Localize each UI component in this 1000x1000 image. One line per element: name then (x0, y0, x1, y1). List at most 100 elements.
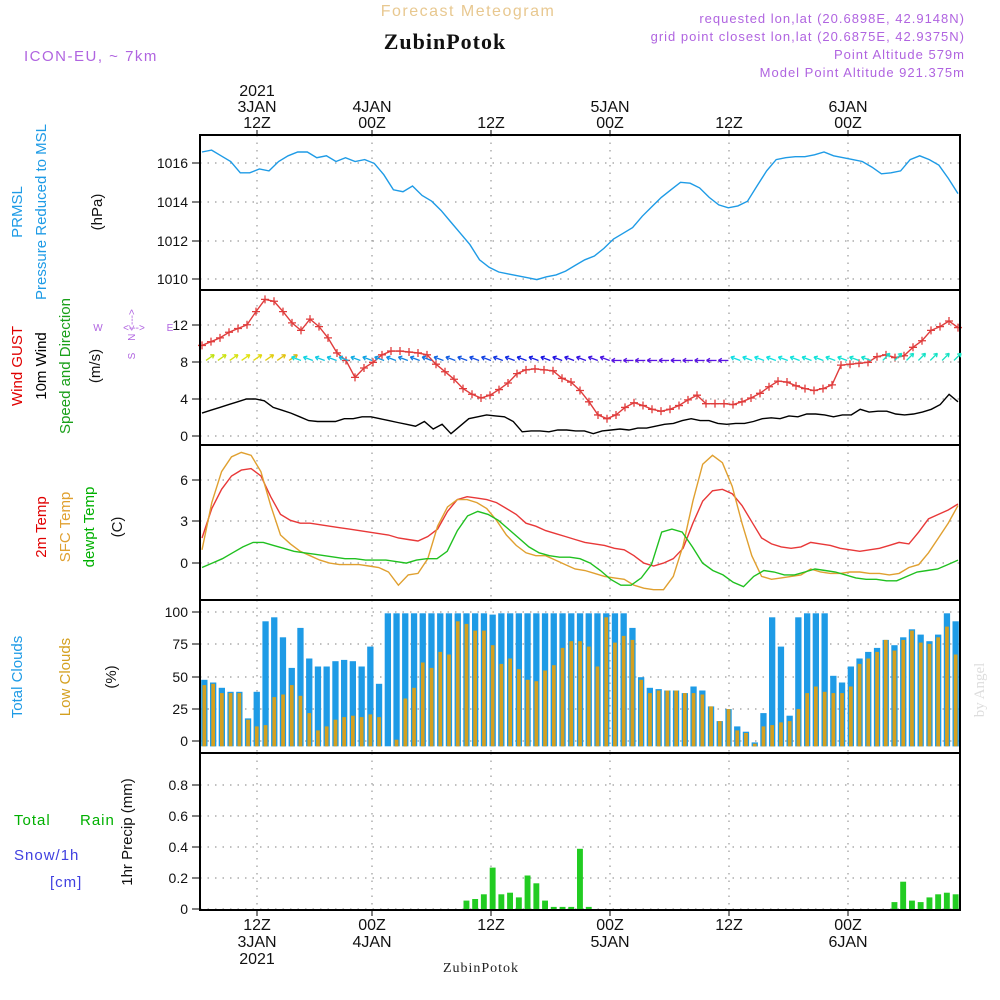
bar-low-clouds (709, 706, 713, 747)
bar-total-clouds (367, 646, 374, 747)
y-tick-label: 100 (165, 604, 189, 620)
y-tick-label: 6 (180, 472, 188, 488)
gust-marker (270, 297, 278, 306)
wind-arrow (253, 354, 263, 361)
wind-arrow-head (682, 357, 687, 364)
bar-total-rain (952, 894, 959, 910)
gust-marker (486, 391, 494, 400)
wind-arrow-head (599, 355, 605, 361)
bar-low-clouds (412, 687, 416, 747)
bar-low-clouds (744, 733, 748, 747)
wind-arrow (576, 356, 587, 362)
bar-total-clouds (349, 661, 356, 747)
bar-total-clouds (306, 658, 313, 747)
axis-label: SFC Temp (57, 492, 74, 563)
bar-low-clouds (805, 693, 809, 747)
bar-low-clouds (316, 730, 320, 747)
bar-low-clouds (918, 642, 923, 747)
bar-low-clouds (840, 693, 844, 747)
series-line-prmsl (201, 149, 959, 281)
wind-arrow-head (646, 357, 651, 364)
wind-arrow-head (281, 354, 287, 359)
bar-low-clouds (849, 686, 853, 747)
gust-marker (387, 347, 395, 356)
gust-marker (351, 373, 359, 382)
gust-marker (333, 348, 341, 357)
model-point-altitude: Model Point Altitude 921.375m (760, 65, 965, 80)
wind-arrow (326, 356, 337, 362)
bar-low-clouds (473, 630, 477, 747)
bar-low-clouds (482, 630, 486, 747)
y-tick-label: 12 (172, 317, 188, 333)
wind-arrow-head (245, 354, 251, 359)
wind-arrow-head (789, 355, 795, 361)
bar-low-clouds (272, 697, 277, 747)
bar-total-clouds (341, 659, 348, 747)
bar-low-clouds (569, 641, 574, 747)
gust-marker (837, 361, 845, 370)
bar-low-clouds (211, 683, 215, 747)
wind-arrow-head (634, 357, 640, 364)
bar-low-clouds (639, 679, 643, 747)
wind-arrow-head (445, 355, 450, 361)
wind-arrow (493, 356, 504, 362)
time-label-bottom: 2021 (239, 951, 275, 968)
panel-frame (199, 444, 961, 601)
bar-low-clouds (866, 658, 871, 747)
wind-arrow-head (552, 355, 557, 361)
time-label-top: 4JAN (352, 99, 391, 116)
time-label-bottom: 00Z (596, 917, 624, 934)
wind-arrow (481, 356, 492, 362)
bar-low-clouds (648, 693, 652, 747)
bar-low-clouds (490, 645, 495, 747)
bar-total-rain (926, 897, 933, 910)
bar-total-clouds (812, 613, 819, 747)
gust-marker (504, 379, 512, 387)
time-label-bottom: 12Z (715, 917, 743, 934)
bar-low-clouds (883, 639, 888, 747)
gust-marker (468, 390, 476, 399)
bar-total-rain (935, 894, 942, 910)
axis-label: 2m Temp (33, 496, 50, 557)
wind-arrow (730, 356, 741, 362)
bar-low-clouds (735, 730, 740, 747)
time-label-top: 00Z (834, 115, 862, 132)
gust-marker (522, 365, 530, 374)
y-tick-label: 25 (172, 701, 188, 717)
wind-arrow (894, 352, 903, 361)
wind-arrow-head (933, 352, 938, 358)
gust-marker (918, 336, 926, 345)
wind-arrow-head (742, 355, 747, 361)
bar-low-clouds (831, 693, 836, 747)
time-label-bottom: 00Z (358, 917, 386, 934)
gust-marker (792, 381, 800, 390)
bar-low-clouds (403, 698, 408, 747)
gust-marker (702, 399, 710, 408)
wind-arrow-head (540, 355, 545, 361)
gust-marker (801, 384, 809, 393)
gust-marker (396, 347, 404, 356)
wind-arrow-head (516, 355, 522, 361)
bar-total-rain (524, 875, 531, 910)
gust-marker (288, 318, 296, 327)
wind-arrow-head (885, 352, 891, 358)
gust-marker (423, 350, 431, 359)
time-label-top: 6JAN (828, 99, 867, 116)
legend-total: Total (14, 812, 51, 829)
wind-arrow (457, 356, 468, 362)
bar-low-clouds (752, 743, 757, 747)
wind-arrow (338, 356, 349, 362)
gust-marker (765, 382, 773, 391)
gust-marker (612, 410, 620, 419)
wind-arrow-head (754, 355, 759, 361)
bar-total-clouds (410, 613, 418, 747)
panel-frame (199, 752, 961, 911)
gust-marker (558, 374, 566, 383)
wind-arrow-head (765, 355, 771, 361)
wind-arrow-head (433, 355, 439, 361)
y-tick-label: 0 (180, 428, 188, 444)
wind-arrow (374, 356, 385, 362)
bar-low-clouds (438, 651, 443, 747)
gust-marker (828, 380, 836, 389)
wind-arrow-head (293, 354, 298, 359)
